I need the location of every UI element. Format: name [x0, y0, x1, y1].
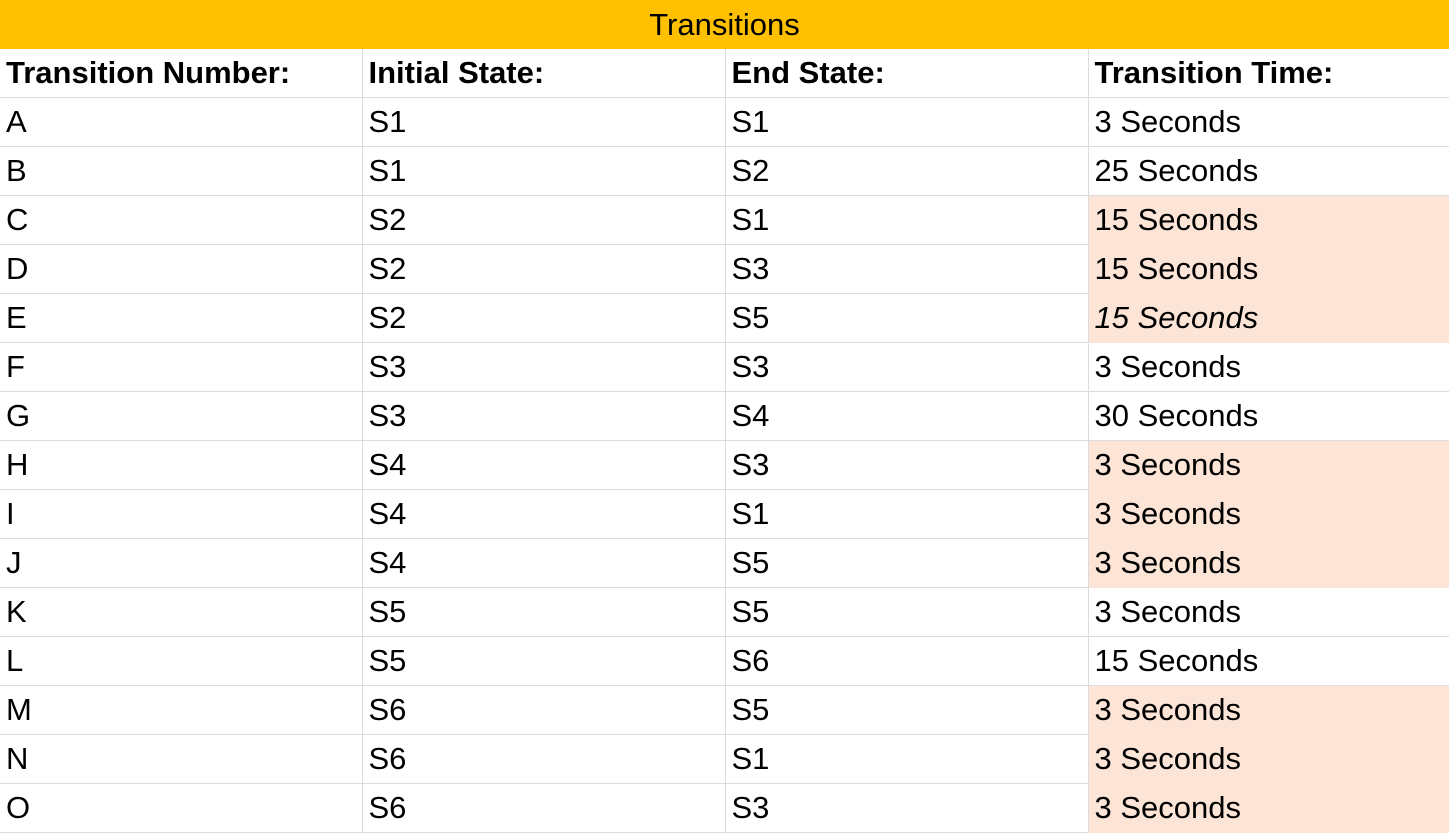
transition-number-cell[interactable]: M — [0, 685, 363, 735]
end-state-cell[interactable]: S1 — [725, 489, 1089, 539]
end-state-cell[interactable]: S3 — [725, 440, 1089, 490]
transition-time-cell[interactable]: 3 Seconds — [1088, 587, 1449, 637]
table-row: F S3 S3 3 Seconds — [0, 342, 1449, 392]
table-row: J S4 S5 3 Seconds — [0, 538, 1449, 588]
transition-time-cell[interactable]: 15 Seconds — [1088, 244, 1449, 294]
transition-number-cell[interactable]: B — [0, 146, 363, 196]
initial-state-cell[interactable]: S6 — [362, 685, 726, 735]
transition-time-cell[interactable]: 25 Seconds — [1088, 146, 1449, 196]
end-state-cell[interactable]: S4 — [725, 391, 1089, 441]
initial-state-cell[interactable]: S5 — [362, 587, 726, 637]
end-state-cell[interactable]: S2 — [725, 146, 1089, 196]
transition-number-cell[interactable]: I — [0, 489, 363, 539]
initial-state-cell[interactable]: S4 — [362, 440, 726, 490]
end-state-cell[interactable]: S5 — [725, 293, 1089, 343]
transition-time-cell[interactable]: 15 Seconds — [1088, 195, 1449, 245]
header-transition-number[interactable]: Transition Number: — [0, 49, 363, 98]
end-state-cell[interactable]: S5 — [725, 685, 1089, 735]
initial-state-cell[interactable]: S3 — [362, 342, 726, 392]
table-row: K S5 S5 3 Seconds — [0, 587, 1449, 637]
header-initial-state[interactable]: Initial State: — [362, 49, 726, 98]
transition-number-cell[interactable]: N — [0, 734, 363, 784]
table-row: A S1 S1 3 Seconds — [0, 97, 1449, 147]
transition-time-cell[interactable]: 3 Seconds — [1088, 97, 1449, 147]
table-row: G S3 S4 30 Seconds — [0, 391, 1449, 441]
initial-state-cell[interactable]: S1 — [362, 97, 726, 147]
transition-number-cell[interactable]: C — [0, 195, 363, 245]
table-row: I S4 S1 3 Seconds — [0, 489, 1449, 539]
initial-state-cell[interactable]: S4 — [362, 489, 726, 539]
end-state-cell[interactable]: S1 — [725, 734, 1089, 784]
table-row: B S1 S2 25 Seconds — [0, 146, 1449, 196]
transition-time-cell[interactable]: 3 Seconds — [1088, 489, 1449, 539]
transition-number-cell[interactable]: J — [0, 538, 363, 588]
table-row: D S2 S3 15 Seconds — [0, 244, 1449, 294]
end-state-cell[interactable]: S6 — [725, 636, 1089, 686]
end-state-cell[interactable]: S3 — [725, 783, 1089, 833]
table-row: H S4 S3 3 Seconds — [0, 440, 1449, 490]
initial-state-cell[interactable]: S3 — [362, 391, 726, 441]
transition-number-cell[interactable]: D — [0, 244, 363, 294]
table-row: L S5 S6 15 Seconds — [0, 636, 1449, 686]
transition-time-cell[interactable]: 3 Seconds — [1088, 538, 1449, 588]
table-row: O S6 S3 3 Seconds — [0, 783, 1449, 833]
transition-number-cell[interactable]: G — [0, 391, 363, 441]
header-transition-time[interactable]: Transition Time: — [1088, 49, 1449, 98]
transition-time-cell[interactable]: 15 Seconds — [1088, 293, 1449, 343]
transition-number-cell[interactable]: O — [0, 783, 363, 833]
transition-number-cell[interactable]: F — [0, 342, 363, 392]
initial-state-cell[interactable]: S1 — [362, 146, 726, 196]
end-state-cell[interactable]: S5 — [725, 538, 1089, 588]
transition-number-cell[interactable]: L — [0, 636, 363, 686]
table-row: C S2 S1 15 Seconds — [0, 195, 1449, 245]
transition-time-cell[interactable]: 3 Seconds — [1088, 734, 1449, 784]
end-state-cell[interactable]: S1 — [725, 97, 1089, 147]
initial-state-cell[interactable]: S6 — [362, 783, 726, 833]
transition-time-cell[interactable]: 3 Seconds — [1088, 440, 1449, 490]
initial-state-cell[interactable]: S2 — [362, 293, 726, 343]
end-state-cell[interactable]: S5 — [725, 587, 1089, 637]
initial-state-cell[interactable]: S6 — [362, 734, 726, 784]
initial-state-cell[interactable]: S2 — [362, 195, 726, 245]
initial-state-cell[interactable]: S4 — [362, 538, 726, 588]
initial-state-cell[interactable]: S5 — [362, 636, 726, 686]
transition-time-cell[interactable]: 3 Seconds — [1088, 685, 1449, 735]
initial-state-cell[interactable]: S2 — [362, 244, 726, 294]
transition-number-cell[interactable]: H — [0, 440, 363, 490]
transition-number-cell[interactable]: A — [0, 97, 363, 147]
table-row: M S6 S5 3 Seconds — [0, 685, 1449, 735]
transition-time-cell[interactable]: 30 Seconds — [1088, 391, 1449, 441]
transition-number-cell[interactable]: E — [0, 293, 363, 343]
header-end-state[interactable]: End State: — [725, 49, 1089, 98]
header-row: Transition Number: Initial State: End St… — [0, 49, 1449, 98]
end-state-cell[interactable]: S1 — [725, 195, 1089, 245]
table-row: E S2 S5 15 Seconds — [0, 293, 1449, 343]
table-title: Transitions — [0, 0, 1449, 49]
end-state-cell[interactable]: S3 — [725, 342, 1089, 392]
transitions-table: Transition Number: Initial State: End St… — [0, 49, 1449, 833]
end-state-cell[interactable]: S3 — [725, 244, 1089, 294]
transition-time-cell[interactable]: 3 Seconds — [1088, 342, 1449, 392]
transition-time-cell[interactable]: 3 Seconds — [1088, 783, 1449, 833]
transition-number-cell[interactable]: K — [0, 587, 363, 637]
table-row: N S6 S1 3 Seconds — [0, 734, 1449, 784]
transition-time-cell[interactable]: 15 Seconds — [1088, 636, 1449, 686]
